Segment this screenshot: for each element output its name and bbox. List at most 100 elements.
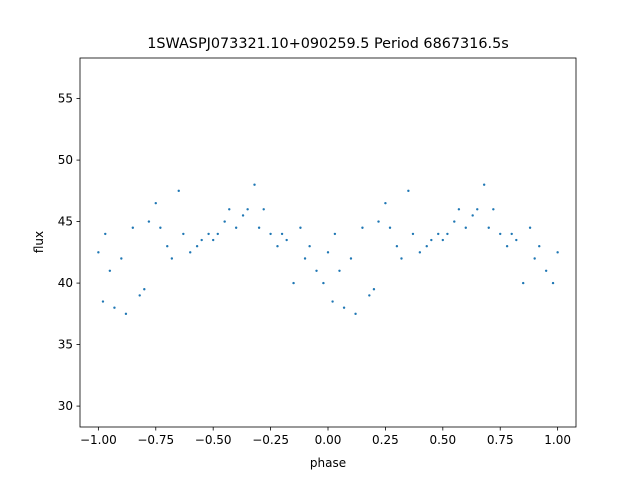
data-point: [418, 251, 422, 254]
data-point: [521, 281, 525, 285]
data-point: [108, 269, 112, 272]
x-tick-label: −0.75: [137, 433, 174, 447]
data-point: [292, 281, 295, 285]
data-point: [425, 244, 428, 248]
data-point: [131, 226, 135, 229]
data-point: [533, 257, 536, 260]
x-tick-label: 1.00: [544, 433, 571, 447]
data-point: [342, 306, 346, 309]
data-point: [147, 220, 151, 223]
y-tick-label: 55: [58, 92, 73, 106]
data-point: [377, 220, 380, 223]
x-tick-label: 0.75: [487, 433, 514, 447]
data-point: [499, 232, 502, 236]
data-point: [556, 251, 559, 254]
data-point: [303, 257, 307, 260]
data-point: [299, 226, 302, 229]
data-point: [280, 232, 284, 236]
data-point: [544, 269, 548, 272]
data-point: [113, 306, 116, 309]
data-point: [177, 189, 180, 193]
data-point: [154, 201, 157, 205]
data-point: [411, 232, 415, 236]
x-tick-label: −1.00: [80, 433, 117, 447]
data-point: [211, 238, 215, 242]
plot-area: [80, 58, 576, 427]
data-point: [269, 232, 272, 236]
data-point: [120, 257, 123, 260]
data-point: [338, 269, 341, 272]
data-point: [333, 232, 337, 236]
y-tick-label: 50: [58, 153, 73, 167]
data-point: [400, 257, 403, 260]
data-point: [315, 269, 318, 272]
x-tick-label: 0.00: [315, 433, 342, 447]
data-point: [437, 232, 440, 236]
data-point: [482, 183, 486, 186]
data-point: [257, 226, 261, 229]
data-point: [159, 226, 162, 229]
y-tick-label: 40: [58, 276, 73, 290]
data-point: [276, 244, 279, 248]
data-point: [395, 244, 399, 248]
data-point: [200, 238, 203, 242]
data-point: [189, 251, 192, 254]
data-point: [441, 238, 445, 242]
data-point: [234, 226, 238, 229]
data-point: [505, 244, 509, 248]
data-point: [262, 208, 265, 211]
x-axis-label: phase: [310, 456, 346, 470]
data-point: [104, 232, 107, 236]
data-point: [538, 244, 541, 248]
data-point: [223, 220, 226, 223]
x-tick-label: −0.50: [195, 433, 232, 447]
data-point: [124, 312, 128, 316]
data-point: [551, 281, 555, 285]
data-point: [143, 288, 146, 291]
data-point: [349, 257, 353, 260]
data-point: [241, 214, 245, 217]
data-point: [457, 208, 461, 211]
x-axis-ticks: −1.00 −0.75 −0.50 −0.25 0.00 0.25 0.50 0.75 1.00: [80, 427, 571, 447]
data-point: [471, 214, 474, 217]
data-point: [446, 232, 449, 236]
y-axis-ticks: 30 35 40 45 50 55: [58, 92, 80, 413]
data-point: [138, 294, 141, 297]
data-point: [166, 244, 169, 248]
data-point: [101, 300, 105, 303]
data-point: [372, 288, 376, 291]
data-point: [285, 238, 288, 242]
data-point: [407, 189, 410, 193]
x-tick-label: −0.25: [252, 433, 289, 447]
y-axis-label: flux: [32, 231, 46, 253]
data-point: [528, 226, 532, 229]
data-point: [487, 226, 490, 229]
data-point: [308, 244, 311, 248]
data-point: [322, 281, 325, 285]
data-point: [354, 312, 357, 316]
data-point: [182, 232, 185, 236]
data-point: [331, 300, 334, 303]
y-tick-label: 35: [58, 338, 73, 352]
data-point: [510, 232, 513, 236]
x-tick-label: 0.50: [429, 433, 456, 447]
data-point: [492, 208, 495, 211]
data-point: [368, 294, 371, 297]
data-point: [326, 251, 330, 254]
data-point: [195, 244, 199, 248]
data-point: [388, 226, 392, 229]
data-point: [476, 208, 479, 211]
data-point: [228, 208, 231, 211]
y-tick-label: 45: [58, 215, 73, 229]
data-point: [464, 226, 467, 229]
data-point: [430, 238, 433, 242]
x-tick-label: 0.25: [372, 433, 399, 447]
data-points: [97, 183, 559, 316]
data-point: [384, 201, 387, 205]
data-point: [246, 208, 249, 211]
data-point: [170, 257, 174, 260]
data-point: [207, 232, 210, 236]
data-point: [216, 232, 219, 236]
data-point: [253, 183, 256, 186]
